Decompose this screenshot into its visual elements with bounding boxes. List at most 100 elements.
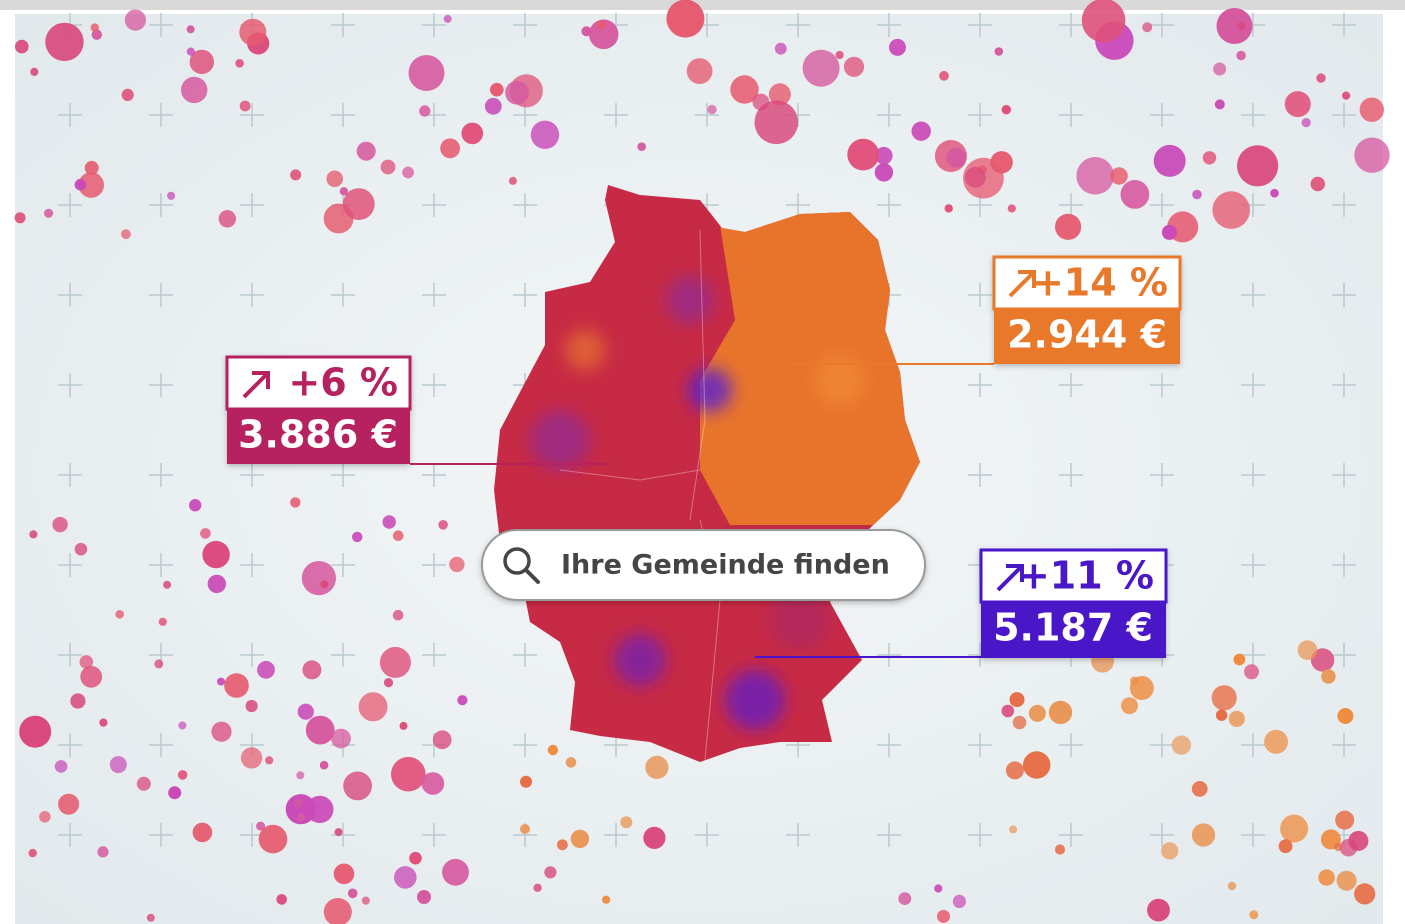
dot: [1354, 137, 1390, 173]
plus: [877, 733, 901, 757]
plus: [58, 193, 82, 217]
plus: [513, 643, 537, 667]
dot: [443, 14, 452, 23]
map-east: [700, 200, 920, 525]
dot: [361, 896, 370, 905]
plus: [1150, 823, 1174, 847]
plus: [58, 283, 82, 307]
dot: [80, 665, 103, 688]
dot: [200, 528, 211, 539]
dot: [235, 59, 244, 68]
dot: [245, 699, 258, 713]
dot: [347, 888, 358, 899]
dots: [14, 0, 1390, 924]
dot: [1270, 188, 1279, 198]
dot: [1318, 869, 1335, 886]
plus: [1150, 463, 1174, 487]
plus: [877, 103, 901, 127]
dot: [1191, 823, 1216, 847]
dot: [449, 556, 465, 573]
dot: [1284, 91, 1311, 118]
dot: [19, 715, 52, 748]
dot: [1192, 189, 1202, 200]
search-box[interactable]: Ihre Gemeinde finden: [481, 529, 926, 601]
change-label: +6 %: [288, 361, 398, 405]
dot: [1310, 648, 1335, 672]
dot: [186, 25, 195, 34]
dot: [178, 721, 187, 730]
dot: [342, 188, 375, 221]
plus: [1332, 553, 1356, 577]
dot: [91, 29, 103, 40]
dot: [939, 70, 949, 81]
plus: [513, 283, 537, 307]
dot: [533, 883, 542, 892]
search-field[interactable]: [481, 529, 926, 601]
dot: [1334, 843, 1343, 852]
dot: [1237, 21, 1246, 31]
dot: [154, 659, 164, 669]
top-bar: [0, 0, 1405, 10]
change-label: +11 %: [1018, 554, 1154, 598]
plus: [1332, 103, 1356, 127]
dot: [30, 67, 39, 76]
dot: [402, 166, 414, 179]
arrow-icon: [242, 371, 270, 399]
plus: [1059, 193, 1083, 217]
plus: [149, 373, 173, 397]
dot: [666, 0, 705, 38]
dot: [240, 747, 263, 769]
plus: [58, 553, 82, 577]
plus: [149, 733, 173, 757]
dot: [290, 497, 301, 508]
plus: [422, 643, 446, 667]
dot: [379, 646, 411, 678]
dot: [380, 159, 396, 175]
search-placeholder[interactable]: Ihre Gemeinde finden: [561, 550, 890, 581]
plus: [58, 823, 82, 847]
dot: [602, 895, 611, 904]
dot: [39, 811, 51, 823]
map-germany: [494, 185, 920, 762]
dot: [1129, 676, 1154, 700]
callout-south: +11 % 5.187 €: [979, 548, 1168, 658]
plus: [786, 13, 810, 37]
dot: [163, 580, 172, 589]
dot: [1028, 704, 1046, 722]
plus: [58, 643, 82, 667]
callout-bottom: [981, 602, 1166, 658]
dot: [239, 100, 251, 112]
plus: [1241, 553, 1265, 577]
dot: [320, 580, 329, 589]
dot: [1005, 761, 1024, 780]
dot: [276, 894, 288, 905]
plus: [149, 13, 173, 37]
dot: [382, 515, 396, 529]
plus: [1150, 13, 1174, 37]
dot: [158, 617, 167, 626]
dot: [774, 42, 787, 55]
dot: [297, 813, 305, 822]
plus: [877, 13, 901, 37]
plus: [968, 283, 992, 307]
plus: [1241, 373, 1265, 397]
plus: [877, 193, 901, 217]
dot: [1076, 157, 1114, 195]
dot: [394, 866, 417, 889]
dot: [1348, 830, 1369, 851]
dot: [1310, 176, 1326, 192]
dot: [70, 693, 86, 709]
plus: [149, 283, 173, 307]
dot: [146, 913, 155, 922]
dot: [505, 80, 529, 105]
plus: [240, 103, 264, 127]
dot: [643, 826, 666, 850]
dot: [356, 141, 376, 161]
dot: [189, 499, 202, 512]
dot: [874, 163, 894, 182]
plus: [1059, 13, 1083, 37]
dot: [258, 824, 288, 854]
dot: [408, 55, 445, 91]
dot: [1359, 97, 1385, 122]
plus: [1241, 643, 1265, 667]
